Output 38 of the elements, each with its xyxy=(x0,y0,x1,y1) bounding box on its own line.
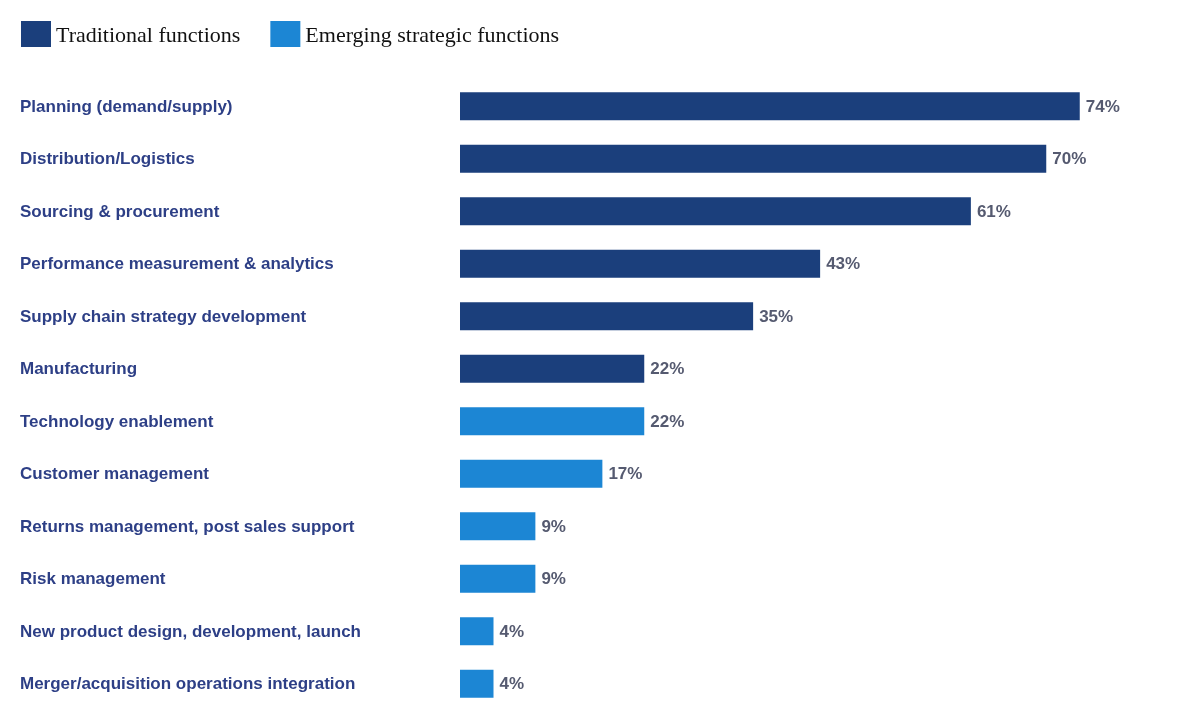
bar xyxy=(460,617,494,646)
y-tick-label: Planning (demand/supply) xyxy=(20,96,233,116)
data-label: 4% xyxy=(499,674,525,694)
legend-label: Traditional functions xyxy=(56,21,241,47)
data-label: 9% xyxy=(541,516,566,536)
y-tick-label: New product design, development, launch xyxy=(20,621,361,641)
bar xyxy=(460,197,971,226)
bar xyxy=(460,459,603,488)
bar xyxy=(460,564,536,593)
data-label: 74% xyxy=(1085,96,1120,116)
bar xyxy=(460,354,645,383)
y-tick-label: Manufacturing xyxy=(20,359,138,379)
data-label: 61% xyxy=(976,201,1011,221)
y-tick-label: Customer management xyxy=(20,464,210,484)
data-label: 17% xyxy=(608,464,643,484)
data-label: 22% xyxy=(650,411,685,431)
y-tick-label: Supply chain strategy development xyxy=(20,306,307,326)
y-tick-label: Performance measurement & analytics xyxy=(20,254,334,274)
y-tick-label: Distribution/Logistics xyxy=(20,149,195,169)
legend-label: Emerging strategic functions xyxy=(305,21,560,47)
y-tick-label: Returns management, post sales support xyxy=(20,516,355,536)
y-tick-label: Risk management xyxy=(20,569,166,589)
y-tick-label: Merger/acquisition operations integration xyxy=(20,674,356,694)
data-label: 9% xyxy=(541,569,566,589)
data-label: 43% xyxy=(826,254,861,274)
bar xyxy=(460,669,494,698)
bar xyxy=(460,249,821,278)
data-label: 70% xyxy=(1052,149,1087,169)
bar xyxy=(460,144,1047,173)
bar xyxy=(460,92,1080,121)
data-label: 22% xyxy=(650,359,685,379)
bar xyxy=(460,512,536,541)
bar xyxy=(460,302,754,331)
bar xyxy=(460,407,645,436)
y-tick-label: Technology enablement xyxy=(20,411,214,431)
y-tick-label: Sourcing & procurement xyxy=(20,201,220,221)
data-label: 4% xyxy=(499,621,525,641)
data-label: 35% xyxy=(759,306,794,326)
